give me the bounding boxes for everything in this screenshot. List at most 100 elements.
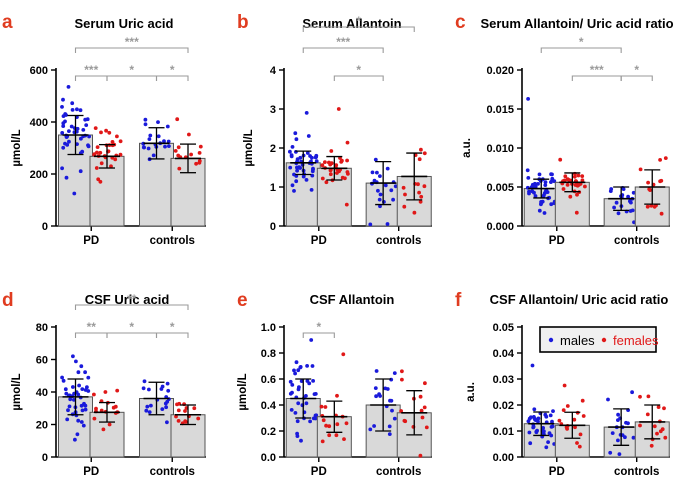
y-axis-label: a.u. — [461, 138, 473, 158]
data-point — [107, 130, 112, 135]
data-point — [422, 184, 427, 189]
data-point — [147, 137, 152, 142]
x-tick-label: controls — [150, 235, 195, 247]
data-point — [378, 174, 382, 179]
x-tick-label: controls — [614, 466, 659, 478]
y-tick-label: 0.2 — [261, 426, 276, 438]
y-tick-label: 0.01 — [493, 426, 514, 438]
x-tick-label: PD — [83, 235, 99, 247]
data-point — [335, 171, 339, 175]
data-point — [95, 145, 100, 150]
data-point — [101, 427, 106, 432]
data-point — [60, 375, 64, 380]
data-point — [550, 178, 554, 183]
data-point — [327, 433, 332, 438]
significance-label: *** — [84, 63, 98, 77]
data-point — [104, 128, 108, 133]
significance-label: * — [316, 320, 321, 334]
data-point — [295, 165, 299, 170]
data-point — [534, 429, 539, 434]
data-point — [373, 157, 378, 162]
x-tick-label: controls — [150, 466, 195, 478]
y-tick-label: 0.8 — [261, 348, 276, 360]
significance-label: *** — [590, 63, 604, 77]
data-point — [617, 452, 622, 456]
data-point — [61, 378, 66, 383]
y-tick-label: 4 — [270, 65, 277, 77]
data-point — [528, 441, 533, 446]
data-point — [372, 424, 376, 428]
data-point — [293, 411, 298, 415]
data-point — [577, 444, 582, 449]
y-tick-label: 3 — [270, 104, 276, 116]
y-tick-label: 0 — [42, 452, 48, 464]
significance-label: * — [129, 63, 134, 77]
data-point — [549, 202, 554, 207]
data-point — [60, 131, 65, 135]
data-point — [646, 180, 650, 185]
data-point — [568, 194, 573, 199]
data-point — [141, 386, 146, 391]
data-point — [99, 161, 104, 166]
data-point — [296, 368, 301, 373]
data-point — [616, 412, 620, 417]
data-point — [630, 390, 634, 395]
data-point — [86, 389, 91, 393]
data-point — [92, 416, 97, 421]
data-point — [304, 401, 309, 406]
y-tick-label: 0.0 — [261, 452, 276, 464]
data-point — [293, 131, 298, 136]
data-point — [638, 423, 642, 428]
data-point — [629, 200, 633, 205]
data-point — [115, 388, 120, 393]
data-point — [79, 403, 84, 408]
y-tick-label: 0.03 — [493, 374, 514, 386]
data-point — [64, 113, 68, 117]
x-tick-label: PD — [549, 235, 565, 247]
chart-panel-f: f CSF Allantoin/ Uric acid ratio a.u. 0.00 0… — [455, 290, 670, 478]
data-point — [308, 154, 312, 158]
data-point — [660, 427, 665, 432]
data-point — [96, 177, 101, 182]
data-point — [375, 170, 379, 175]
data-point — [345, 158, 349, 163]
data-point — [165, 420, 169, 425]
x-tick-label: PD — [549, 466, 565, 478]
data-point — [422, 405, 427, 410]
y-tick-label: 0.010 — [486, 143, 514, 155]
data-point — [298, 155, 303, 160]
data-point — [543, 180, 548, 185]
data-point — [565, 404, 570, 408]
data-point — [197, 159, 202, 163]
data-point — [299, 438, 303, 443]
x-tick-label: controls — [376, 235, 421, 247]
data-point — [385, 222, 390, 226]
data-point — [321, 418, 326, 423]
data-point — [324, 180, 329, 185]
data-point — [392, 416, 397, 421]
data-point — [293, 371, 297, 376]
data-point — [532, 415, 536, 419]
data-point — [561, 187, 566, 191]
data-point — [308, 419, 312, 424]
data-point — [111, 405, 116, 410]
data-point — [311, 166, 315, 171]
data-point — [142, 379, 147, 384]
data-point — [663, 435, 668, 440]
data-point — [377, 392, 381, 397]
data-point — [75, 432, 80, 437]
data-point — [612, 205, 616, 210]
data-point — [76, 392, 81, 397]
data-point — [80, 149, 85, 154]
y-axis-label: µmol/L — [11, 129, 23, 166]
data-point — [580, 174, 585, 179]
significance-label: * — [356, 63, 361, 77]
data-point — [292, 189, 296, 193]
data-point — [295, 419, 300, 424]
y-tick-label: 1.0 — [261, 322, 276, 334]
chart-panel-a: a Serum Uric acid µmol/L 0 200 400 600 PD contro… — [2, 12, 206, 247]
data-point — [160, 407, 165, 411]
data-point — [294, 137, 299, 142]
data-point — [609, 187, 614, 191]
data-point — [541, 426, 545, 430]
